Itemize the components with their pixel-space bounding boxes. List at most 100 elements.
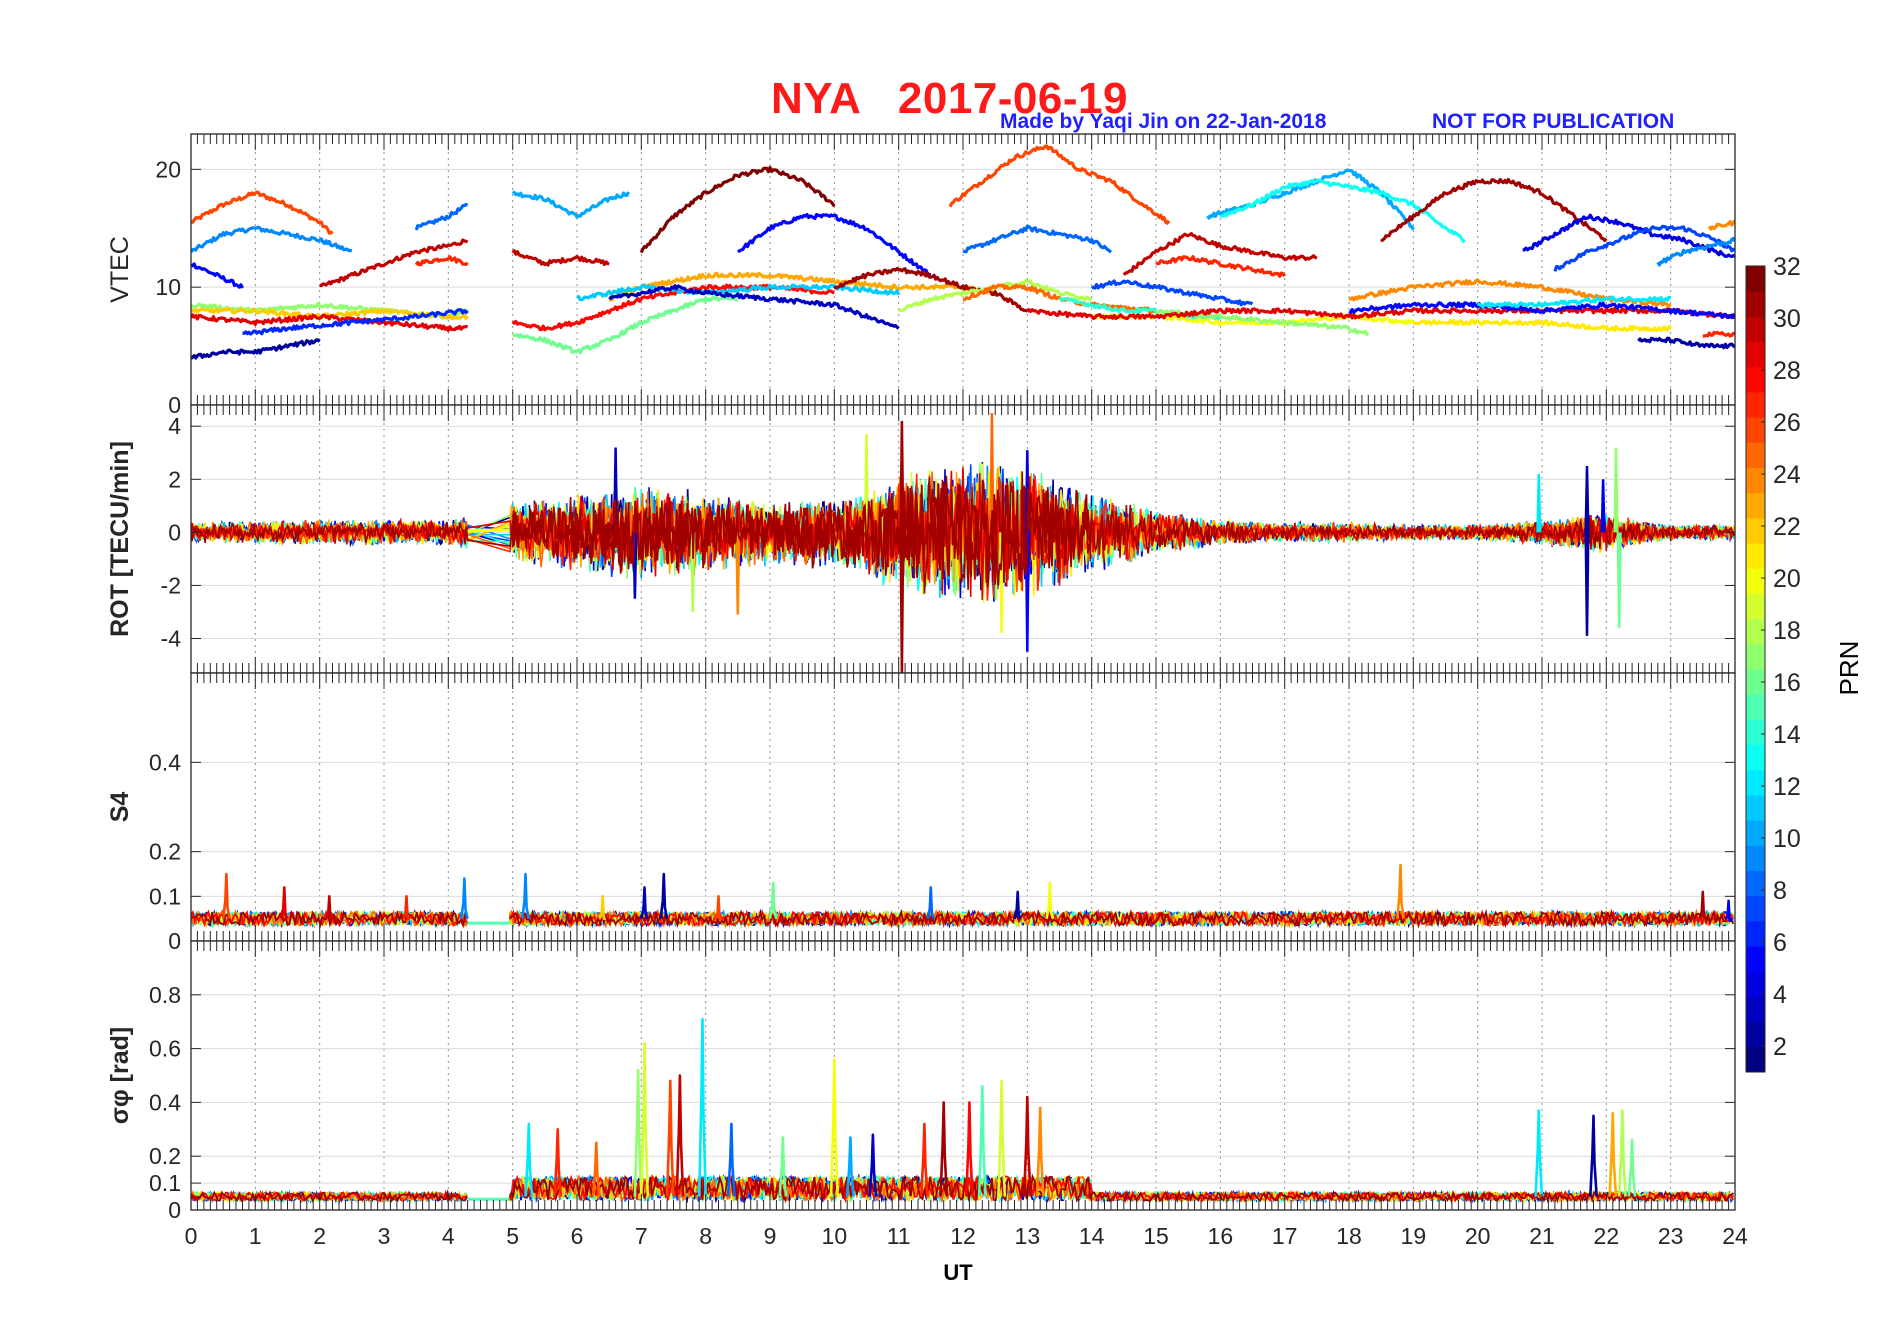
S4-spike [324, 895, 333, 920]
sigma_phi-series-prn-31 [191, 1173, 1734, 1204]
S4-spike [926, 886, 936, 920]
y-tick-label: 0 [168, 1197, 181, 1223]
sigma_phi-spike [939, 1101, 949, 1197]
sigma_phi-spike [726, 1122, 736, 1197]
x-tick-label: 4 [442, 1223, 455, 1249]
x-axis-label: UT [943, 1260, 973, 1285]
colorbar-segment [1746, 669, 1765, 695]
y-axis-label: VTEC [106, 236, 134, 303]
vtec-series-prn-10 [511, 190, 630, 219]
rot-spike [1584, 532, 1590, 636]
colorbar-tick-label: 20 [1773, 565, 1801, 593]
data-traces [191, 863, 1734, 929]
colorbar-segment [1746, 1046, 1765, 1073]
sigma_phi-spike [845, 1136, 855, 1197]
vtec-series-prn-29 [1026, 307, 1735, 321]
vtec-series-prn-3 [608, 284, 900, 330]
vtec-series-prn-26 [191, 190, 334, 235]
x-tick-label: 18 [1336, 1223, 1362, 1249]
vtec-series-prn-21 [1412, 318, 1672, 333]
x-tick-label: 8 [699, 1223, 712, 1249]
x-ticks [190, 134, 1736, 405]
vtec-series-prn-8 [962, 224, 1113, 254]
S4-spike [1396, 863, 1405, 919]
vtec-series-prn-11 [576, 283, 901, 302]
colorbar-segment [1746, 366, 1765, 393]
rot-series-prn-31 [191, 471, 1735, 594]
colorbar-tick-label: 14 [1773, 721, 1801, 749]
sigma_phi-spike [633, 1068, 643, 1197]
vtec-series-prn-27 [1155, 255, 1286, 278]
colorbar-segment [1746, 467, 1765, 494]
y-tick-label: 0.6 [149, 1036, 181, 1062]
S4-spike [714, 895, 722, 920]
rot-spike [735, 532, 741, 615]
vtec-series-prn-6 [242, 308, 469, 336]
x-tick-label: 14 [1079, 1223, 1105, 1249]
vtec-series-prn-31 [1380, 177, 1608, 243]
x-tick-label: 23 [1658, 1223, 1684, 1249]
sigma_phi-spike [675, 1074, 685, 1197]
colorbar-tick-label: 16 [1773, 669, 1801, 697]
vtec-series-prn-5 [1348, 301, 1735, 320]
rot-series-burst [511, 479, 1092, 586]
x-tick-label: 7 [635, 1223, 648, 1249]
colorbar-segment [1746, 1021, 1765, 1048]
colorbar-segment [1746, 442, 1765, 468]
vtec-series-prn-5 [191, 262, 244, 289]
S4-spike [1045, 881, 1055, 920]
sigma_phi-spike [778, 1136, 788, 1197]
sigma_phi-spike [977, 1085, 987, 1197]
colorbar-segment [1746, 316, 1765, 343]
colorbar-segment [1746, 769, 1765, 796]
colorbar-tick-label: 12 [1773, 773, 1801, 801]
sigma_phi-spike [1608, 1111, 1618, 1197]
S4-spike [598, 895, 606, 920]
x-tick-label: 17 [1272, 1223, 1298, 1249]
rot-series-prn-29 [191, 468, 1735, 600]
x-tick-label: 12 [950, 1223, 976, 1249]
y-tick-label: 0.1 [149, 1170, 181, 1196]
y-tick-label: 20 [155, 156, 181, 182]
vtec-series-prn-8 [414, 202, 469, 231]
colorbar-tick-label: 32 [1773, 253, 1801, 281]
sigma_phi-spike [665, 1079, 675, 1197]
S4-spike [459, 877, 469, 919]
vtec-series-prn-14 [1058, 296, 1222, 321]
rot-spike [899, 420, 905, 533]
colorbar-segment [1746, 492, 1765, 519]
vtec-series-prn-7 [1553, 224, 1735, 272]
colorbar-tick-label: 26 [1773, 409, 1801, 437]
colorbar-segment [1746, 391, 1765, 418]
x-ticks [190, 673, 1736, 941]
sigma_phi-spike [919, 1122, 929, 1197]
y-tick-label: -2 [161, 572, 181, 598]
data-traces [191, 412, 1735, 673]
colorbar-tick-label: 18 [1773, 617, 1801, 645]
sigma_phi-spike [829, 1058, 839, 1197]
colorbar-segment [1746, 417, 1765, 443]
vtec-series-prn-13 [1219, 178, 1466, 244]
y-axis-label: σφ [rad] [106, 1027, 134, 1125]
colorbar-frame [1745, 265, 1766, 1073]
colorbar-segment [1746, 971, 1765, 997]
y-tick-label: 0.2 [149, 1143, 181, 1169]
sigma_phi-spike [1022, 1095, 1032, 1197]
x-tick-label: 3 [378, 1223, 391, 1249]
S4-spike [279, 886, 289, 920]
vtec-series-prn-30 [511, 249, 610, 267]
vtec-series-prn-27 [1702, 330, 1735, 338]
rot-spike [690, 532, 696, 613]
x-tick-label: 1 [249, 1223, 262, 1249]
colorbar-label: PRN [1834, 641, 1864, 696]
x-tick-label: 15 [1143, 1223, 1169, 1249]
y-tick-label: 0 [168, 519, 181, 545]
x-tick-label: 6 [571, 1223, 584, 1249]
y-tick-label: -4 [161, 626, 182, 652]
colorbar-segment [1746, 694, 1765, 720]
colorbar-segment [1746, 543, 1765, 569]
S4-spike [768, 881, 778, 920]
S4-spike [221, 872, 231, 919]
vtec-series-prn-24 [1707, 219, 1735, 231]
